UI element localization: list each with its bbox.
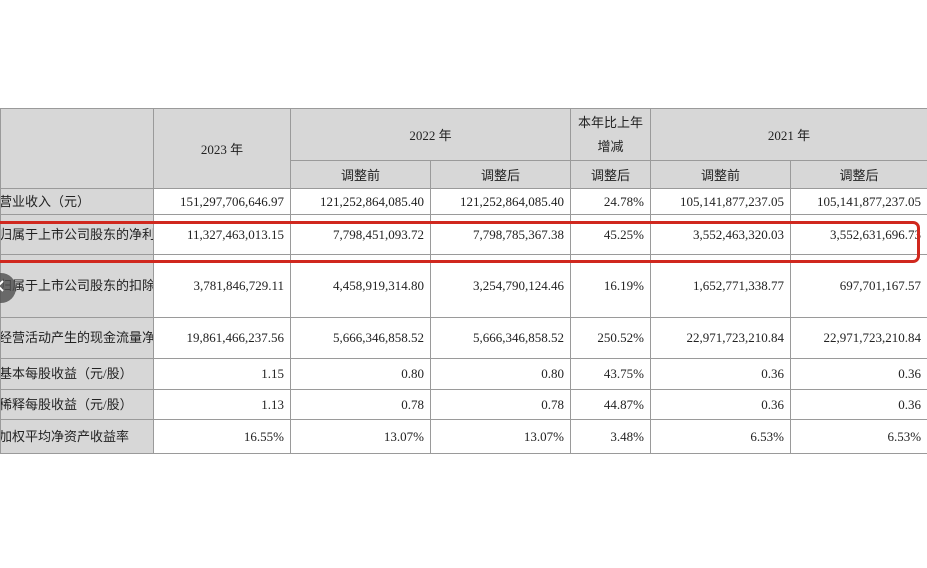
row-label: 营业收入（元）: [0, 188, 154, 215]
header-2023: 2023 年: [153, 108, 291, 189]
chevron-left-icon: [0, 279, 8, 298]
cell-2023: 11,327,463,013.15: [153, 214, 291, 255]
cell-2023: 19,861,466,237.56: [153, 317, 291, 359]
table-subheader-row: 调整前 调整后 调整后 调整前 调整后: [1, 160, 927, 189]
row-label-text: 营业收入（元）: [0, 193, 91, 209]
table-row: 加权平均净资产收益率 16.55% 13.07% 13.07% 3.48% 6.…: [0, 419, 927, 454]
row-label: 基本每股收益（元/股）: [0, 358, 154, 390]
row-label-text: 加权平均净资产收益率: [0, 428, 130, 444]
cell-2022-after: 0.80: [429, 358, 572, 390]
cell-2021-before: 0.36: [650, 389, 792, 420]
header-2021: 2021 年: [650, 108, 927, 161]
row-label: 归属于上市公司股东的扣除非经常性损益的净利润（元）: [0, 254, 154, 318]
table-row: 基本每股收益（元/股） 1.15 0.80 0.80 43.75% 0.36 0…: [0, 358, 927, 390]
cell-2022-after: 13.07%: [429, 419, 572, 454]
cell-2022-before: 13.07%: [290, 419, 431, 454]
table-row: 营业收入（元） 151,297,706,646.97 121,252,864,0…: [0, 188, 927, 215]
row-label-text: 归属于上市公司股东的净利润（元）: [0, 226, 154, 242]
table-header-row: 2023 年 2022 年 本年比上年增减 2021 年: [0, 108, 927, 189]
financial-summary-table: 2023 年 2022 年 本年比上年增减 2021 年 调整前 调整后 调整后…: [0, 108, 927, 454]
row-label: 归属于上市公司股东的净利润（元）: [0, 214, 154, 255]
cell-2022-before: 0.80: [290, 358, 431, 390]
cell-change: 16.19%: [570, 254, 652, 318]
cell-2022-after: 7,798,785,367.38: [429, 214, 572, 255]
previous-image-button[interactable]: [0, 273, 16, 303]
cell-2021-after: 0.36: [790, 389, 927, 420]
cell-2021-after: 697,701,167.57: [790, 254, 927, 318]
cell-change: 24.78%: [570, 188, 652, 215]
cell-2023: 1.15: [153, 358, 291, 390]
subheader-2021-before: 调整前: [650, 160, 792, 189]
cell-2023: 3,781,846,729.11: [153, 254, 291, 318]
cell-2021-before: 1,652,771,338.77: [650, 254, 792, 318]
row-label-text: 基本每股收益（元/股）: [0, 366, 133, 381]
cell-2022-before: 121,252,864,085.40: [290, 188, 431, 215]
cell-2022-before: 0.78: [290, 389, 431, 420]
subheader-2022-after: 调整后: [429, 160, 572, 189]
header-change: 本年比上年增减: [570, 108, 652, 161]
row-label-text: 归属于上市公司股东的扣除非经常性损益的净利润（元）: [0, 278, 154, 293]
subheader-2021-after: 调整后: [790, 160, 927, 189]
cell-2021-after: 0.36: [790, 358, 927, 390]
table-row: 稀释每股收益（元/股） 1.13 0.78 0.78 44.87% 0.36 0…: [0, 389, 927, 420]
cell-2021-before: 0.36: [650, 358, 792, 390]
row-label-text: 经营活动产生的现金流量净额（元）: [0, 330, 154, 345]
cell-2022-before: 5,666,346,858.52: [290, 317, 431, 359]
cell-change: 3.48%: [570, 419, 652, 454]
table-row: 经营活动产生的现金流量净额（元） 19,861,466,237.56 5,666…: [0, 317, 927, 359]
header-item: [0, 108, 154, 189]
cell-2021-before: 105,141,877,237.05: [650, 188, 792, 215]
header-2022: 2022 年: [289, 108, 572, 161]
cell-2021-before: 6.53%: [650, 419, 792, 454]
cell-change: 250.52%: [570, 317, 652, 359]
cell-change: 43.75%: [570, 358, 652, 390]
row-label: 加权平均净资产收益率: [0, 419, 154, 454]
cell-change: 44.87%: [570, 389, 652, 420]
cell-change: 45.25%: [570, 214, 652, 255]
cell-2021-after: 105,141,877,237.05: [790, 188, 927, 215]
cell-2022-after: 0.78: [429, 389, 572, 420]
subheader-change-after: 调整后: [570, 160, 652, 189]
cell-2023: 151,297,706,646.97: [153, 188, 291, 215]
cell-2023: 16.55%: [153, 419, 291, 454]
cell-2021-after: 3,552,631,696.73: [790, 214, 927, 255]
row-label: 稀释每股收益（元/股）: [0, 389, 154, 420]
cell-2021-after: 22,971,723,210.84: [790, 317, 927, 359]
cell-2021-before: 22,971,723,210.84: [650, 317, 792, 359]
cell-2022-after: 121,252,864,085.40: [429, 188, 572, 215]
row-label: 经营活动产生的现金流量净额（元）: [0, 317, 154, 359]
table-row: 归属于上市公司股东的扣除非经常性损益的净利润（元） 3,781,846,729.…: [0, 254, 927, 318]
cell-2021-after: 6.53%: [790, 419, 927, 454]
cell-2021-before: 3,552,463,320.03: [650, 214, 792, 255]
subheader-2022-before: 调整前: [290, 160, 431, 189]
cell-2022-after: 3,254,790,124.46: [429, 254, 572, 318]
table-row: 归属于上市公司股东的净利润（元） 11,327,463,013.15 7,798…: [0, 214, 927, 255]
cell-2023: 1.13: [153, 389, 291, 420]
financial-table-container: 2023 年 2022 年 本年比上年增减 2021 年 调整前 调整后 调整后…: [0, 108, 927, 454]
cell-2022-before: 4,458,919,314.80: [290, 254, 431, 318]
cell-2022-before: 7,798,451,093.72: [290, 214, 431, 255]
row-label-text: 稀释每股收益（元/股）: [0, 396, 133, 412]
cell-2022-after: 5,666,346,858.52: [429, 317, 572, 359]
